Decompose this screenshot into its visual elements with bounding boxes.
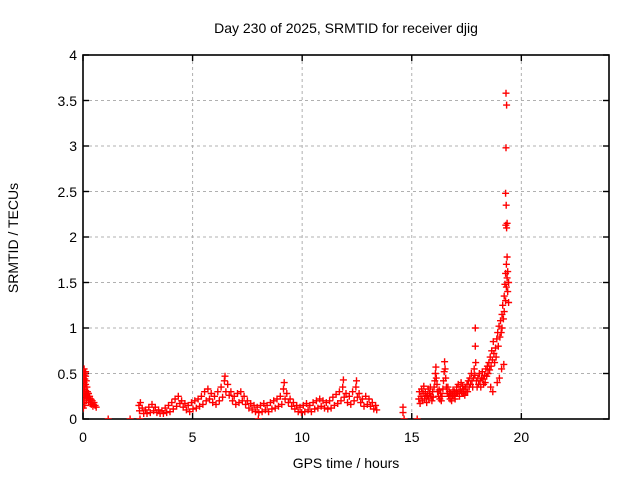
data-points	[83, 89, 513, 419]
y-tick-label: 4	[69, 47, 77, 63]
y-tick-label: 2	[69, 229, 77, 245]
y-tick-label: 1	[69, 320, 77, 336]
x-tick-label: 15	[403, 429, 420, 445]
x-tick-label: 20	[513, 429, 530, 445]
y-tick-label: 1.5	[57, 274, 77, 291]
chart-title: Day 230 of 2025, SRMTID for receiver dji…	[214, 20, 478, 36]
x-tick-label: 10	[294, 429, 310, 445]
gridlines	[83, 55, 609, 419]
x-tick-label: 0	[79, 429, 87, 445]
y-tick-label: 0.5	[57, 365, 77, 382]
y-tick-label: 3.5	[57, 92, 77, 109]
y-tick-label: 0	[69, 411, 77, 427]
x-axis-label: GPS time / hours	[292, 455, 400, 471]
y-axis-label: SRMTID / TECUs	[5, 182, 21, 294]
y-tick-label: 3	[69, 138, 77, 154]
y-tick-label: 2.5	[57, 183, 77, 200]
x-tick-label: 5	[188, 429, 197, 445]
